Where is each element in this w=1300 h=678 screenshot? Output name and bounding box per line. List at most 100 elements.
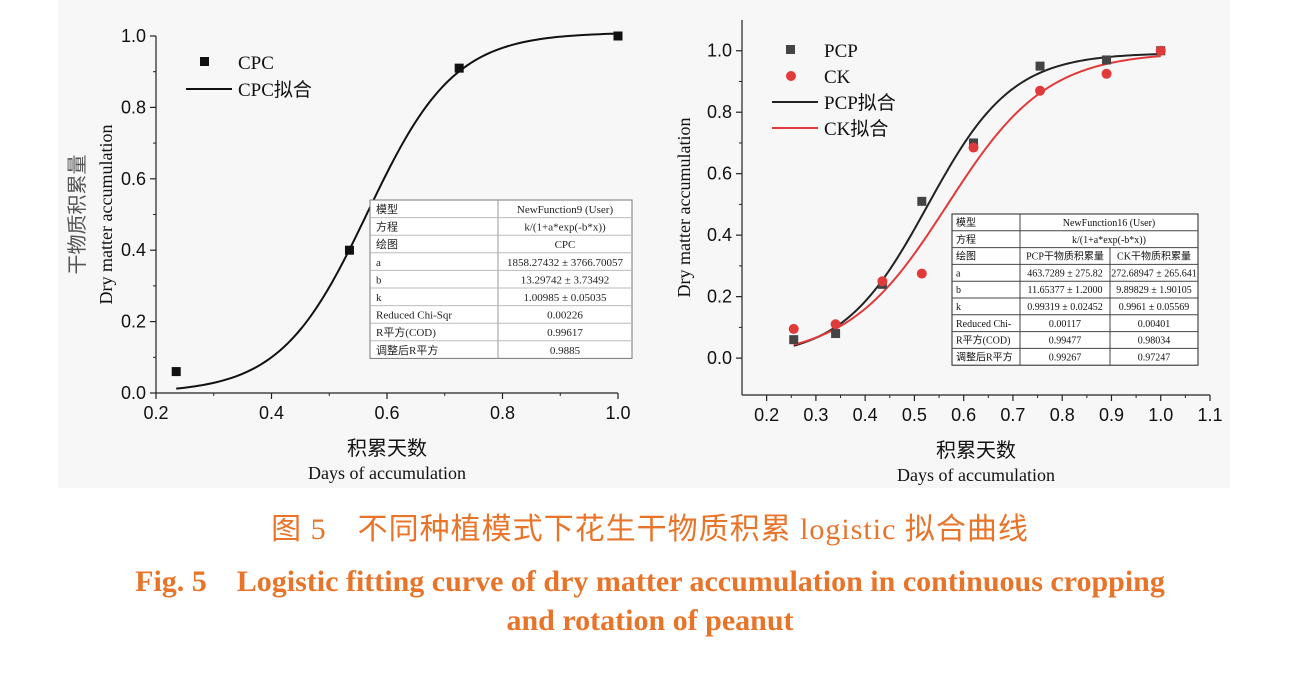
table-cell: 0.99267: [1049, 352, 1082, 363]
table-cell: 0.9885: [550, 345, 581, 357]
y-tick-label: 0.2: [707, 287, 732, 307]
y-tick-label: 0.6: [121, 169, 146, 189]
table-cell: a: [956, 268, 961, 279]
table-cell: 0.99617: [547, 327, 583, 339]
legend-label: CK拟合: [824, 118, 888, 140]
table-cell: 0.9961 ± 0.05569: [1119, 302, 1190, 313]
table-cell: R平方(COD): [956, 334, 1010, 347]
x-axis-title: Days of accumulation: [308, 463, 466, 483]
table-cell: 模型: [956, 216, 976, 229]
table-cell: R平方(COD): [376, 325, 436, 339]
table-cell: 0.00226: [547, 310, 583, 322]
fit-curve: [176, 32, 619, 390]
y-tick-label: 0.2: [121, 312, 146, 332]
table-cell: 绘图: [956, 250, 976, 263]
y-tick-label: 1.0: [121, 26, 146, 46]
legend-label: CK: [824, 67, 851, 88]
legend-label: PCP: [824, 41, 858, 62]
table-cell: CK干物质积累量: [1117, 250, 1191, 263]
data-point: [454, 63, 464, 73]
x-tick-label: 0.8: [490, 403, 515, 423]
x-axis-title-chinese: 积累天数: [347, 437, 427, 460]
data-point: [831, 329, 841, 339]
data-point: [1035, 85, 1046, 96]
table-cell: Reduced Chi-Sqr: [376, 310, 452, 322]
legend-marker: [786, 45, 795, 54]
data-point: [1101, 68, 1112, 79]
table-cell: k/(1+a*exp(-b*x)): [1072, 235, 1146, 246]
figure-caption-english-line1: Fig. 5 Logistic fitting curve of dry mat…: [135, 565, 1165, 598]
table-cell: 11.65377 ± 1.2000: [1027, 285, 1102, 296]
data-point: [877, 276, 888, 287]
legend-marker: [786, 71, 796, 81]
fit-curve: [793, 55, 1161, 346]
table-cell: 463.7289 ± 275.82: [1027, 268, 1103, 279]
data-point: [830, 319, 841, 330]
table-cell: k/(1+a*exp(-b*x)): [524, 222, 606, 234]
x-tick-label: 0.5: [902, 405, 927, 425]
x-tick-label: 1.0: [1148, 405, 1173, 425]
table-cell: NewFunction16 (User): [1063, 218, 1155, 229]
table-frame: [369, 199, 633, 359]
table-cell: 调整后R平方: [956, 350, 1013, 363]
x-tick-label: 0.6: [374, 403, 399, 423]
y-tick-label: 0.8: [707, 102, 732, 122]
x-tick-label: 0.3: [803, 405, 828, 425]
data-point: [1102, 55, 1112, 65]
table-frame: [951, 213, 1199, 366]
table-cell: 0.98034: [1138, 336, 1171, 347]
y-tick-label: 0.0: [707, 348, 732, 368]
table-cell: b: [956, 285, 961, 296]
data-point: [917, 196, 927, 206]
x-axis-title-chinese: 积累天数: [936, 439, 1016, 462]
table-cell: 1858.27432 ± 3766.70057: [507, 257, 624, 269]
fit-curve: [793, 53, 1161, 347]
table-cell: NewFunction9 (User): [517, 204, 614, 216]
data-point: [788, 323, 799, 334]
x-tick-label: 0.6: [951, 405, 976, 425]
x-tick-label: 1.0: [605, 403, 630, 423]
table-cell: 方程: [376, 220, 398, 234]
y-tick-label: 0.4: [707, 225, 732, 245]
fit-parameter-table: 模型 NewFunction9 (User) 方程 k/(1+a*exp(-b*x))…: [369, 199, 633, 359]
y-axis-title-chinese: 干物质积累量: [66, 155, 89, 275]
chart-pcp-ck: 0.2 0.3 0.4 0.5 0.6 0.7 0.8 0.9 1.0 1.1 0.0 0.2 0.4 0…: [674, 20, 1223, 485]
y-tick-label: 0.8: [121, 97, 146, 117]
table-cell: 0.00401: [1138, 319, 1171, 330]
x-tick-label: 0.2: [143, 403, 168, 423]
chart-cpc: 0.2 0.4 0.6 0.8 1.00.00.20.40.60.81.0积累天数Day…: [66, 26, 633, 483]
table-cell: 0.00117: [1049, 319, 1081, 330]
data-point: [344, 245, 354, 255]
table-cell: 9.89829 ± 1.90105: [1116, 285, 1192, 296]
y-tick-label: 0.6: [707, 164, 732, 184]
y-tick-label: 0.0: [121, 383, 146, 403]
legend-label: PCP拟合: [824, 92, 896, 114]
x-tick-label: 0.9: [1099, 405, 1124, 425]
table-cell: PCP干物质积累量: [1026, 250, 1104, 263]
table-cell: 0.99477: [1049, 336, 1082, 347]
table-cell: a: [376, 257, 381, 269]
table-cell: 调整后R平方: [376, 343, 438, 357]
table-cell: k: [956, 302, 961, 313]
data-point: [789, 335, 799, 345]
table-cell: k: [376, 292, 382, 304]
x-tick-label: 0.4: [853, 405, 878, 425]
legend-marker: [200, 57, 209, 66]
x-tick-label: 0.2: [754, 405, 779, 425]
data-point: [171, 367, 181, 377]
table-cell: 13.29742 ± 3.73492: [521, 274, 610, 286]
data-point: [968, 142, 979, 153]
y-axis-title: Dry matter accumulation: [96, 125, 116, 305]
data-point: [613, 31, 623, 41]
table-cell: 方程: [956, 233, 976, 246]
x-tick-label: 0.8: [1050, 405, 1075, 425]
table-cell: 模型: [376, 202, 398, 216]
x-tick-label: 0.4: [259, 403, 284, 423]
x-tick-label: 0.7: [1000, 405, 1025, 425]
data-point: [1035, 61, 1045, 71]
y-tick-label: 0.4: [121, 240, 146, 260]
table-cell: Reduced Chi-: [956, 319, 1011, 330]
legend-label: CPC: [238, 53, 274, 74]
figure-caption-chinese: 图 5 不同种植模式下花生干物质积累 logistic 拟合曲线: [271, 513, 1029, 546]
y-tick-label: 1.0: [707, 41, 732, 61]
